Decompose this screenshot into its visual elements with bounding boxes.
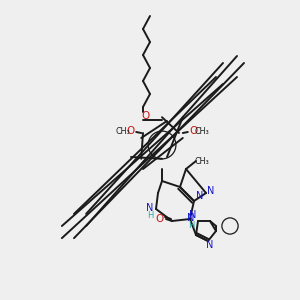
Text: CH₃: CH₃: [116, 127, 130, 136]
Text: H: H: [147, 211, 153, 220]
Text: N: N: [146, 203, 154, 213]
Text: N: N: [207, 186, 215, 196]
Text: CH₃: CH₃: [195, 157, 209, 166]
Text: N: N: [196, 191, 204, 201]
Text: O: O: [126, 126, 134, 136]
Text: N: N: [206, 240, 214, 250]
Text: O: O: [141, 111, 149, 121]
Text: O: O: [190, 126, 198, 136]
Text: N: N: [187, 213, 195, 223]
Text: H: H: [188, 220, 194, 230]
Text: CH₃: CH₃: [194, 127, 209, 136]
Text: N: N: [189, 210, 197, 220]
Text: O: O: [155, 214, 163, 224]
